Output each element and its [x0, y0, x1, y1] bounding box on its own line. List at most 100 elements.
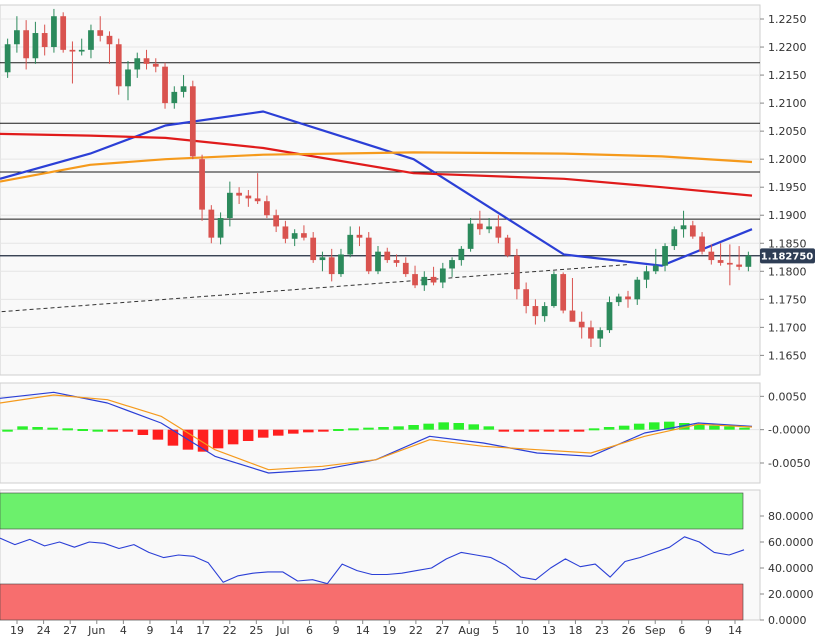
- date-tick-label: 27: [63, 624, 77, 637]
- macd-bar: [423, 423, 434, 430]
- last-price-label: 1.182750: [761, 251, 814, 262]
- candle-body: [699, 236, 705, 252]
- rsi-axis: 80.0000 60.0000 40.0000 20.0000 0.0000: [760, 510, 814, 627]
- candle-body: [226, 192, 233, 219]
- candle-body: [689, 225, 696, 237]
- date-tick-label: 14: [170, 624, 184, 637]
- date-tick-label: 13: [542, 624, 556, 637]
- rsi-tick-label: 80.0000: [768, 510, 814, 523]
- rsi-tick-label: 40.0000: [768, 562, 814, 575]
- macd-panel[interactable]: [0, 382, 761, 484]
- macd-bar: [107, 429, 119, 432]
- macd-bar: [62, 428, 73, 431]
- macd-bar: [378, 427, 389, 430]
- candle-body: [106, 35, 113, 45]
- date-tick-label: Jun: [87, 624, 105, 637]
- moving-average-line-2: [0, 151, 753, 183]
- candle-body: [717, 260, 724, 263]
- macd-axis: 0.0050 -0.0000 -0.0050: [760, 390, 810, 470]
- candle-body: [88, 30, 94, 50]
- macd-bar: [694, 424, 705, 430]
- date-tick-label: 18: [568, 624, 582, 637]
- macd-bar: [122, 429, 134, 432]
- macd-bar: [137, 429, 149, 435]
- macd-bar: [363, 427, 374, 430]
- date-tick-label: 6: [306, 624, 313, 637]
- date-tick-label: 14: [728, 624, 742, 637]
- candle-body: [652, 265, 659, 272]
- macd-bar: [318, 429, 329, 432]
- macd-bar: [212, 429, 224, 449]
- price-tick-label: 1.2200: [768, 41, 807, 54]
- candle-body: [615, 296, 622, 303]
- candle-body: [588, 327, 594, 339]
- date-tick-label: 14: [356, 624, 370, 637]
- candle-body: [171, 91, 178, 104]
- candle-body: [560, 274, 567, 311]
- macd-bar: [543, 429, 555, 432]
- moving-averages: [0, 110, 753, 267]
- macd-bar: [77, 429, 88, 431]
- candle-body: [745, 255, 752, 267]
- macd-bar: [724, 426, 735, 430]
- candle-body: [597, 330, 604, 339]
- date-tick-label: 9: [146, 624, 153, 637]
- price-grid: [0, 18, 760, 356]
- price-tick-label: 1.1950: [768, 181, 807, 194]
- candle-body: [69, 49, 76, 52]
- price-tick-label: 1.2250: [768, 13, 807, 26]
- candle-body: [578, 321, 585, 328]
- price-panel[interactable]: [0, 4, 761, 376]
- candle-body: [347, 234, 354, 255]
- date-tick-label: Jul: [275, 624, 289, 637]
- candle-body: [467, 223, 474, 249]
- candle-body: [189, 86, 196, 157]
- price-tick-label: 1.2150: [768, 69, 807, 82]
- date-tick-label: 23: [595, 624, 609, 637]
- macd-bar: [348, 428, 359, 431]
- rsi-tick-label: 0.0000: [768, 614, 807, 627]
- candle-body: [384, 251, 391, 261]
- candle-body: [708, 251, 715, 261]
- candle-body: [217, 218, 224, 238]
- macd-bar: [2, 429, 13, 432]
- candle-body: [245, 195, 252, 199]
- candle-body: [338, 254, 344, 275]
- macd-bar: [167, 429, 179, 446]
- candle-body: [51, 16, 57, 48]
- macd-line-1: [0, 394, 753, 471]
- macd-tick-label: 0.0050: [768, 390, 807, 403]
- macd-bar: [709, 425, 720, 430]
- candle-body: [125, 69, 131, 87]
- candle-body: [41, 33, 48, 48]
- macd-bar: [573, 429, 585, 432]
- candles: [4, 8, 752, 347]
- candle-body: [736, 264, 742, 267]
- macd-bar: [453, 423, 464, 430]
- macd-bar: [242, 429, 254, 441]
- candle-body: [180, 86, 187, 92]
- last-price-marker: 1.182750: [760, 248, 815, 264]
- moving-average-line-0: [0, 110, 753, 267]
- macd-bar: [483, 426, 495, 430]
- date-tick-label: 9: [333, 624, 340, 637]
- macd-bar: [408, 425, 419, 430]
- candle-body: [115, 44, 122, 87]
- candle-body: [78, 49, 85, 52]
- date-tick-label: 22: [223, 624, 237, 637]
- macd-bar: [92, 429, 104, 432]
- macd-bar: [17, 426, 28, 430]
- macd-tick-label: -0.0000: [768, 424, 810, 437]
- candle-body: [551, 274, 557, 307]
- macd-bar: [618, 425, 630, 430]
- macd-bar: [468, 424, 480, 430]
- price-tick-label: 1.2100: [768, 97, 807, 110]
- candle-body: [504, 237, 511, 256]
- date-tick-label: 4: [120, 624, 127, 637]
- candle-body: [514, 255, 520, 290]
- candle-body: [569, 310, 576, 322]
- candle-body: [726, 262, 733, 265]
- candle-body: [97, 30, 104, 36]
